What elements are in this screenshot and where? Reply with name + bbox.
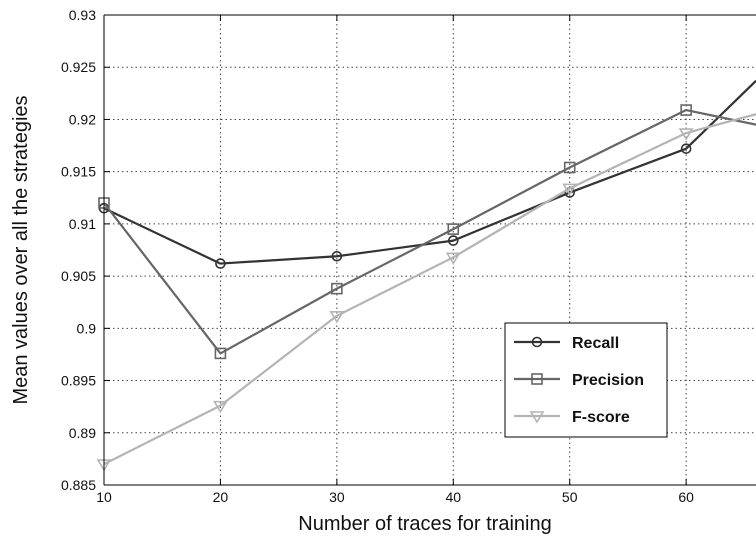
y-tick-label: 0.93	[69, 7, 96, 23]
x-tick-label: 10	[96, 489, 112, 505]
data-point-f-score	[562, 183, 578, 196]
legend-marker-recall	[531, 336, 543, 348]
data-point-recall	[215, 258, 226, 269]
legend-item-precision: Precision	[514, 372, 644, 389]
legend-item-recall: Recall	[514, 335, 619, 352]
data-point-f-score	[213, 400, 228, 414]
series-f-score	[96, 113, 756, 472]
series-line-recall	[103, 80, 756, 265]
y-axis-title: Mean values over all the strategies	[10, 95, 32, 404]
legend-item-f-score: F-score	[514, 409, 630, 426]
y-tick-label: 0.91	[69, 216, 96, 232]
data-point-f-score	[445, 252, 461, 265]
legend-label-recall: Recall	[572, 335, 619, 352]
legend-marker-f-score	[529, 411, 545, 424]
legend-label-f-score: F-score	[572, 409, 630, 426]
data-point-precision	[447, 223, 460, 235]
data-point-recall	[680, 143, 692, 154]
data-point-precision	[214, 347, 227, 360]
legend-marker-precision	[531, 373, 543, 385]
data-point-recall	[331, 250, 343, 262]
data-point-precision	[563, 161, 576, 174]
data-point-precision	[331, 282, 343, 295]
y-tick-label: 0.905	[61, 268, 96, 284]
x-tick-label: 60	[678, 489, 694, 505]
y-tick-label: 0.895	[61, 373, 96, 389]
data-point-f-score	[329, 310, 345, 324]
series-line-precision	[103, 108, 756, 355]
legend-label-precision: Precision	[572, 372, 644, 389]
legend-items: Recall Precision F-score	[514, 335, 644, 426]
legend: Recall Precision F-score	[504, 322, 668, 438]
y-tick-label: 0.925	[61, 59, 96, 75]
y-tick-label: 0.885	[61, 477, 96, 493]
y-tick-label: 0.915	[61, 164, 96, 180]
data-point-f-score	[678, 128, 694, 141]
axes	[103, 14, 756, 486]
series-line-f-score	[103, 113, 756, 466]
y-tick-label: 0.92	[69, 111, 96, 127]
y-tick-label: 0.9	[77, 320, 97, 336]
tick-labels: 10 20 30 40 50 60 0.885 0.89 0.895 0.9 0.905 0.91 0.…	[61, 7, 694, 505]
x-tick-label: 50	[562, 489, 578, 505]
y-tick-label: 0.89	[69, 425, 96, 441]
x-tick-label: 30	[329, 489, 345, 505]
data-point-precision	[680, 104, 692, 116]
x-axis-title: Number of traces for training	[298, 513, 551, 535]
x-tick-label: 40	[445, 489, 461, 505]
x-tick-label: 20	[213, 489, 229, 505]
data-point-recall	[447, 235, 459, 246]
